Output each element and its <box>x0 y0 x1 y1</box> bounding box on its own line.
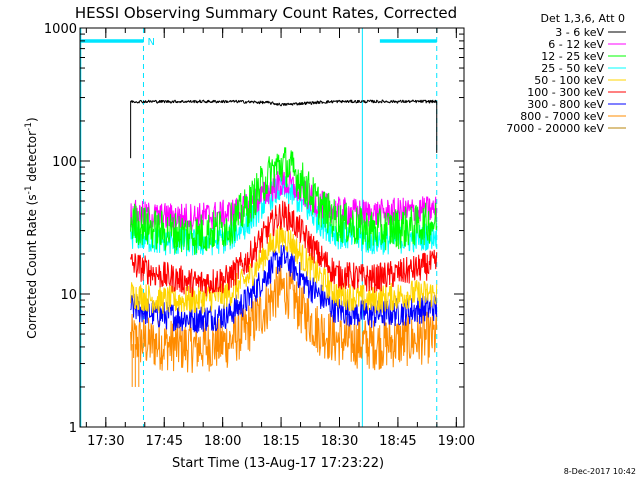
footer-timestamp: 8-Dec-2017 10:42 <box>564 467 636 476</box>
series-line-5 <box>130 200 438 298</box>
x-tick-label: 18:00 <box>204 434 241 449</box>
y-tick-label: 10 <box>60 288 77 303</box>
legend-label: 3 - 6 keV <box>555 26 604 39</box>
legend-label: 300 - 800 keV <box>527 98 604 111</box>
legend-label: 12 - 25 keV <box>541 50 604 63</box>
y-tick-label: 1 <box>69 421 77 436</box>
legend-label: 7000 - 20000 keV <box>506 122 604 135</box>
series-layer <box>130 99 438 387</box>
y-axis-label: Corrected Count Rate (s-1 detector-1) <box>24 117 39 338</box>
night-label: N <box>147 37 154 48</box>
x-tick-label: 17:45 <box>146 434 183 449</box>
x-tick-label: 18:30 <box>321 434 358 449</box>
x-tick-label: 17:30 <box>87 434 124 449</box>
y-tick-label: 100 <box>52 155 77 170</box>
legend-label: 800 - 7000 keV <box>520 110 604 123</box>
chart-title: HESSI Observing Summary Count Rates, Cor… <box>75 4 457 22</box>
x-tick-label: 18:45 <box>379 434 416 449</box>
legend-title: Det 1,3,6, Att 0 <box>541 12 625 25</box>
y-tick-label: 1000 <box>44 22 77 37</box>
legend-label: 6 - 12 keV <box>548 38 604 51</box>
axis-layer: 1 10 100 1000 17:30 17:45 18:00 18:15 18:30 18:45… <box>44 22 475 449</box>
x-tick-label: 18:15 <box>262 434 299 449</box>
legend-label: 25 - 50 keV <box>541 62 604 75</box>
series-line-0 <box>130 99 438 107</box>
series-line-7 <box>130 264 438 373</box>
legend-label: 100 - 300 keV <box>527 86 604 99</box>
x-tick-label: 19:00 <box>438 434 475 449</box>
legend-label: 50 - 100 keV <box>534 74 604 87</box>
plot-frame <box>79 27 465 428</box>
x-axis-label: Start Time (13-Aug-17 17:23:22) <box>172 456 384 471</box>
series-line-2 <box>130 147 438 255</box>
